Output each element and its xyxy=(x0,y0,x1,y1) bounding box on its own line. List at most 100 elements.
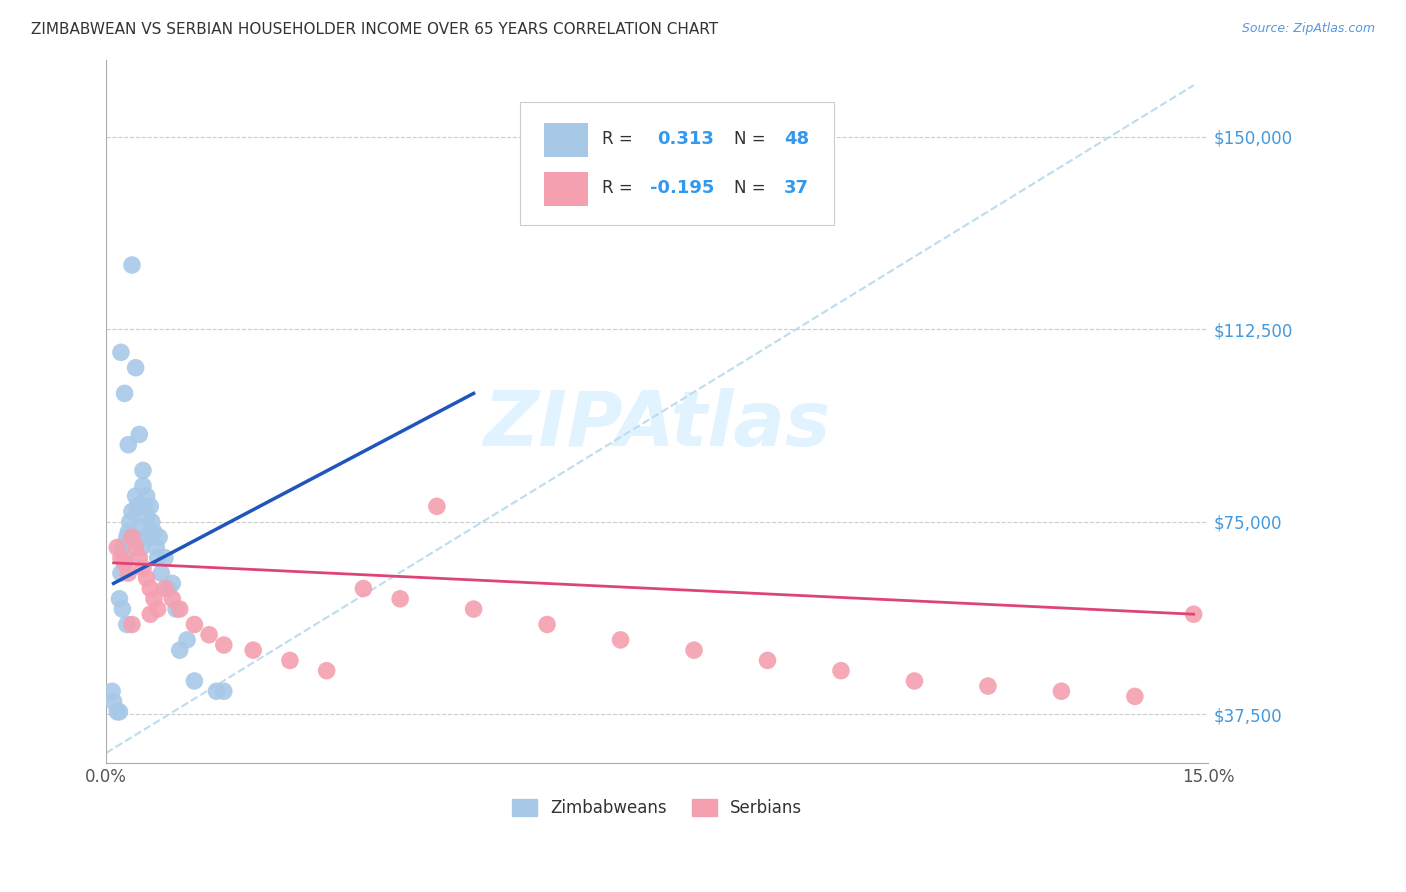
Text: N =: N = xyxy=(734,130,766,148)
Point xyxy=(165,602,187,616)
Point xyxy=(117,566,139,581)
Point xyxy=(110,550,132,565)
Point xyxy=(1182,607,1205,622)
Point xyxy=(117,438,139,452)
Text: R =: R = xyxy=(602,179,633,197)
Point xyxy=(150,566,173,581)
Point xyxy=(183,617,205,632)
Point xyxy=(132,463,155,477)
Point xyxy=(352,582,374,596)
Point xyxy=(139,607,162,622)
Point xyxy=(128,520,150,534)
Point xyxy=(110,566,132,581)
Point xyxy=(128,427,150,442)
Point xyxy=(124,489,146,503)
Point xyxy=(146,602,169,616)
Point xyxy=(114,550,136,565)
Point xyxy=(756,653,779,667)
Point xyxy=(977,679,1000,693)
Text: N =: N = xyxy=(734,179,766,197)
Point xyxy=(114,556,136,570)
Point xyxy=(115,617,138,632)
Text: Source: ZipAtlas.com: Source: ZipAtlas.com xyxy=(1241,22,1375,36)
Point xyxy=(315,664,337,678)
FancyBboxPatch shape xyxy=(544,172,588,206)
Point xyxy=(121,530,143,544)
Point xyxy=(103,694,125,708)
Point xyxy=(118,515,141,529)
Point xyxy=(121,258,143,272)
Point xyxy=(157,582,180,596)
Point xyxy=(153,550,176,565)
Point xyxy=(132,479,155,493)
Text: 0.313: 0.313 xyxy=(657,130,714,148)
Point xyxy=(111,541,134,555)
Point xyxy=(143,524,166,539)
Point xyxy=(101,684,124,698)
Text: ZIPAtlas: ZIPAtlas xyxy=(484,388,831,462)
Point xyxy=(139,500,162,514)
Point xyxy=(683,643,706,657)
Point xyxy=(110,345,132,359)
Point xyxy=(121,504,143,518)
Point xyxy=(145,541,167,555)
Point xyxy=(278,653,301,667)
Point xyxy=(242,643,264,657)
Point xyxy=(153,582,176,596)
Point xyxy=(463,602,485,616)
Point xyxy=(105,705,128,719)
Point xyxy=(117,524,139,539)
Point xyxy=(139,524,162,539)
Point xyxy=(127,500,149,514)
Point xyxy=(212,684,235,698)
Point xyxy=(135,489,157,503)
Point xyxy=(169,602,191,616)
Point xyxy=(162,591,184,606)
Point xyxy=(135,571,157,585)
Point xyxy=(830,664,852,678)
Point xyxy=(108,591,131,606)
Point xyxy=(139,582,162,596)
Point xyxy=(124,541,146,555)
Point xyxy=(536,617,558,632)
Point xyxy=(609,632,631,647)
Text: R =: R = xyxy=(602,130,633,148)
Point xyxy=(426,500,449,514)
Point xyxy=(389,591,412,606)
Point xyxy=(114,386,136,401)
Point xyxy=(121,617,143,632)
Point xyxy=(134,500,156,514)
Point xyxy=(131,541,153,555)
Point xyxy=(148,530,170,544)
FancyBboxPatch shape xyxy=(544,123,588,157)
Point xyxy=(105,541,128,555)
Point xyxy=(183,673,205,688)
Point xyxy=(143,591,166,606)
Point xyxy=(903,673,925,688)
Point xyxy=(111,602,134,616)
Point xyxy=(122,530,145,544)
Point xyxy=(141,515,163,529)
Legend: Zimbabweans, Serbians: Zimbabweans, Serbians xyxy=(503,790,811,825)
Point xyxy=(135,509,157,524)
Point xyxy=(146,550,169,565)
Point xyxy=(212,638,235,652)
Text: 37: 37 xyxy=(785,179,808,197)
Point xyxy=(132,561,155,575)
Point xyxy=(169,643,191,657)
Point xyxy=(115,530,138,544)
Point xyxy=(162,576,184,591)
Point xyxy=(198,628,221,642)
Text: ZIMBABWEAN VS SERBIAN HOUSEHOLDER INCOME OVER 65 YEARS CORRELATION CHART: ZIMBABWEAN VS SERBIAN HOUSEHOLDER INCOME… xyxy=(31,22,718,37)
Point xyxy=(128,550,150,565)
Point xyxy=(138,530,160,544)
Point xyxy=(176,632,198,647)
Point xyxy=(1123,690,1146,704)
Point xyxy=(205,684,228,698)
Point xyxy=(124,360,146,375)
FancyBboxPatch shape xyxy=(520,102,834,225)
Text: 48: 48 xyxy=(785,130,810,148)
Point xyxy=(108,705,131,719)
Point xyxy=(1050,684,1073,698)
Text: -0.195: -0.195 xyxy=(650,179,714,197)
